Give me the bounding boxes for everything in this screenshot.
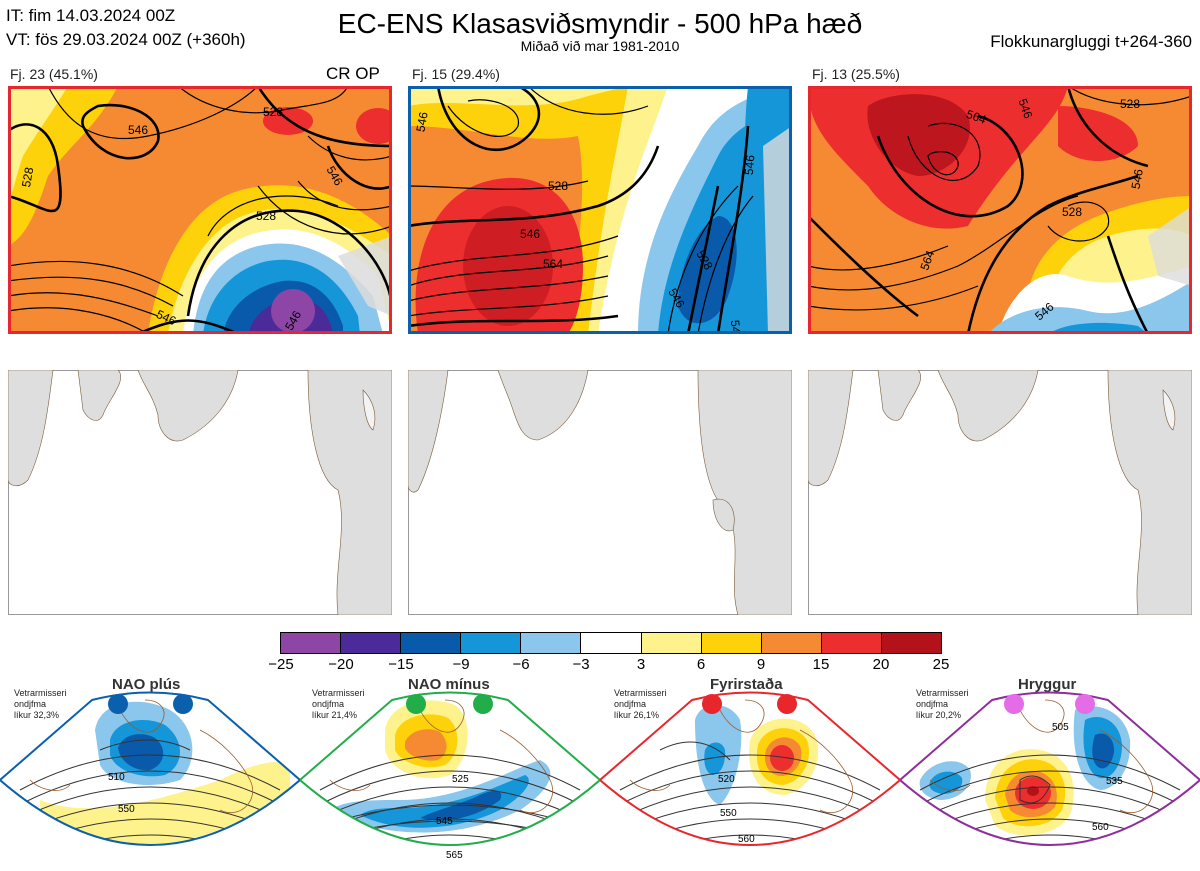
- panel-1-badge: CR OP: [326, 64, 380, 83]
- colorbar-tick-label: 6: [696, 656, 706, 673]
- regime-map-3: 520 550 560: [600, 691, 900, 846]
- regime-3-name: Fyrirstaða: [710, 676, 783, 693]
- panel-3-frame: [808, 86, 1192, 334]
- regime-2-dot: [473, 694, 493, 714]
- colorbar-tick-label: −20: [328, 656, 354, 673]
- regime-2-dot: [406, 694, 426, 714]
- panel-3-contour-label: 528: [1120, 97, 1140, 111]
- panel-1-contour-label: 528: [256, 209, 276, 223]
- panel-1-contour-label: 528: [19, 166, 36, 188]
- colorbar-swatch: [341, 633, 402, 653]
- page-title: EC-ENS Klasasviðsmyndir - 500 hPa hæð: [337, 8, 863, 39]
- panel-3-contour-label: 564: [917, 248, 937, 272]
- colorbar-swatch: [641, 633, 702, 653]
- panel-3-contour-label: 528: [1062, 205, 1082, 219]
- regime-2-name: NAO mínus: [408, 676, 490, 693]
- panel-2-contour-label: 546: [520, 227, 540, 241]
- colorbar-swatch: [581, 633, 642, 653]
- colorbar-tick-label: −9: [452, 656, 470, 673]
- classification-window: Flokkunargluggi t+264-360: [990, 32, 1192, 51]
- panel-2-contour-label: 546: [742, 154, 758, 175]
- panel-1-label: Fj. 23 (45.1%): [10, 66, 98, 82]
- regime-3-dot: [777, 694, 797, 714]
- regime-3-contour-label: 550: [720, 808, 737, 819]
- empty-map-2: [408, 370, 792, 615]
- regime-3-info: Vetrarmisseri ondjfma líkur 26,1%: [614, 688, 667, 720]
- regime-map-2: 525 545 565: [300, 691, 600, 861]
- empty-map-3: [808, 370, 1192, 615]
- regime-1-dot: [173, 694, 193, 714]
- cluster-map-3: 564 546 528 528 546 564 546: [808, 86, 1192, 334]
- regime-1-contour-label: 510: [108, 772, 125, 783]
- colorbar-tick-label: 20: [872, 656, 890, 673]
- colorbar-swatch: [761, 633, 822, 653]
- regime-2-contour-label: 545: [436, 816, 453, 827]
- regime-2-contour-label: 525: [452, 774, 469, 785]
- regime-1-info: Vetrarmisseri ondjfma líkur 32,3%: [14, 688, 67, 720]
- panel-3-label: Fj. 13 (25.5%): [812, 66, 900, 82]
- colorbar-tick-label: 15: [812, 656, 830, 673]
- regime-4-dot: [1004, 694, 1024, 714]
- cluster-map-2: 546 528 546 564 528 546 546 546: [408, 86, 792, 334]
- regime-2-info: Vetrarmisseri ondjfma líkur 21,4%: [312, 688, 365, 720]
- panel-3-contour-label: 546: [1015, 97, 1035, 121]
- colorbar-tick-label: 9: [756, 656, 766, 673]
- regime-3-contour-label: 520: [718, 774, 735, 785]
- colorbar-tick-label: −25: [268, 656, 294, 673]
- panel-2-contour-label: 546: [413, 111, 430, 133]
- panel-2-label: Fj. 15 (29.4%): [412, 66, 500, 82]
- page-subtitle: Miðað við mar 1981-2010: [520, 38, 680, 54]
- colorbar-swatch: [401, 633, 462, 653]
- panel-1-contour-label: 546: [128, 123, 148, 137]
- colorbar-tick-label: −3: [572, 656, 590, 673]
- colorbar-swatch: [281, 633, 342, 653]
- regime-1-name: NAO plús: [112, 676, 181, 693]
- colorbar-swatch: [881, 633, 942, 653]
- regime-map-1: 510 550: [0, 691, 300, 846]
- colorbar-swatch: [701, 633, 762, 653]
- regime-1-contour-label: 550: [118, 804, 135, 815]
- colorbar-tick-label: 3: [636, 656, 646, 673]
- colorbar-swatch: [461, 633, 522, 653]
- panel-2-frame: [408, 86, 792, 334]
- panel-1-contour-label: 528: [263, 105, 283, 119]
- panel-3-contour-label: 546: [1129, 168, 1146, 190]
- regime-4-contour-label: 560: [1092, 822, 1109, 833]
- regime-3-contour-label: 560: [738, 834, 755, 845]
- regime-map-4: 505 535 560: [900, 691, 1200, 846]
- regime-2-contour-label: 565: [446, 850, 463, 861]
- regime-4-contour-label: 535: [1106, 776, 1123, 787]
- regime-4-contour-label: 505: [1052, 722, 1069, 733]
- cluster-map-1: 546 528 528 546 528 546 546: [8, 86, 392, 334]
- colorbar-tick-label: −15: [388, 656, 414, 673]
- empty-map-1: [8, 370, 392, 615]
- valid-time: VT: fös 29.03.2024 00Z (+360h): [6, 30, 246, 49]
- panel-2-contour-label: 546: [728, 319, 744, 334]
- panel-3-contour-label: 564: [964, 107, 988, 127]
- panel-2-contour-label: 528: [548, 179, 568, 193]
- regime-4-dot: [1075, 694, 1095, 714]
- colorbar-swatch: [821, 633, 882, 653]
- colorbar-tick-label: 25: [932, 656, 950, 673]
- regime-3-dot: [702, 694, 722, 714]
- regime-4-info: Vetrarmisseri ondjfma líkur 20,2%: [916, 688, 969, 720]
- regime-4-name: Hryggur: [1018, 676, 1077, 693]
- initial-time: IT: fim 14.03.2024 00Z: [6, 6, 176, 25]
- panel-2-contour-label: 564: [543, 257, 563, 271]
- panel-1-frame: [8, 86, 392, 334]
- colorbar-swatch: [521, 633, 582, 653]
- colorbar: [280, 632, 942, 654]
- colorbar-tick-label: −6: [512, 656, 530, 673]
- regime-1-dot: [108, 694, 128, 714]
